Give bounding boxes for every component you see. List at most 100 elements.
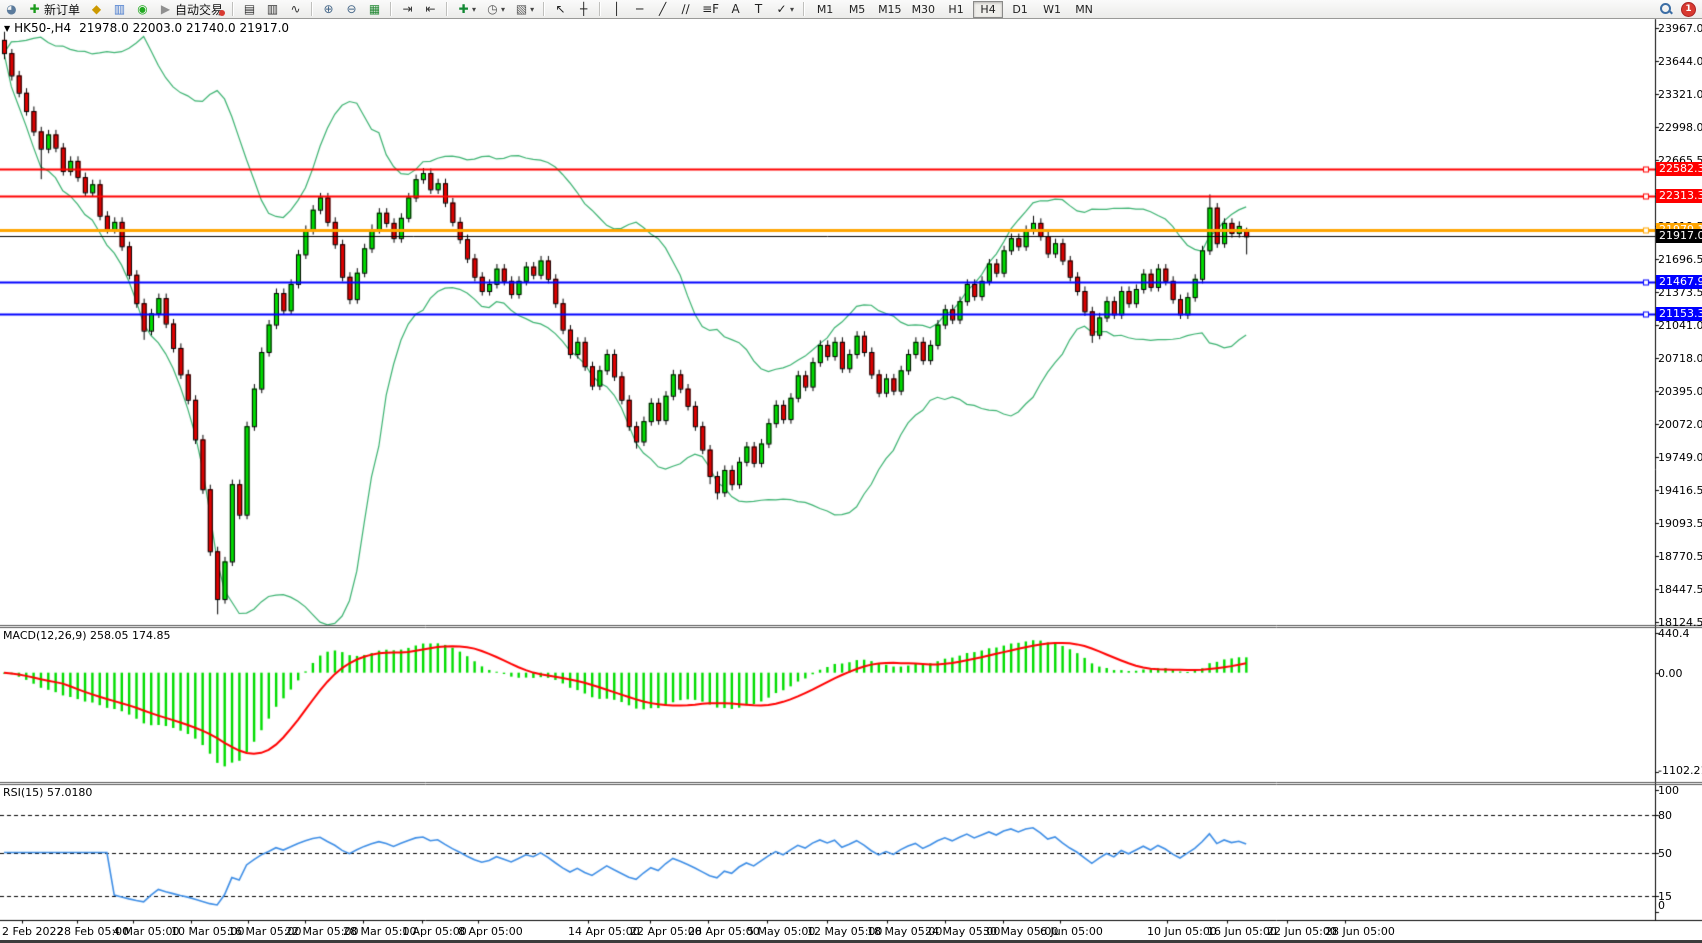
search-icon[interactable] <box>1659 2 1673 16</box>
time-tick: 16 Mar 05:00 <box>228 925 302 938</box>
price-tick: 18770.5 <box>1658 550 1702 563</box>
cursor-icon[interactable]: ↖ <box>550 0 571 18</box>
time-tick: 1 Apr 05:00 <box>402 925 467 938</box>
line-chart-icon[interactable]: ∿ <box>285 0 306 18</box>
chart-title: ▼ HK50-,H4 21978.0 22003.0 21740.0 21917.0 <box>4 21 289 35</box>
timeframe-d1[interactable]: D1 <box>1012 2 1028 16</box>
chevron-down-icon[interactable]: ▼ <box>4 24 11 33</box>
arrows-icon: ✓ <box>776 2 787 16</box>
fibonacci-icon: ≡F <box>702 2 720 16</box>
price-tick: 20718.0 <box>1658 352 1702 365</box>
text-icon[interactable]: A <box>725 0 746 18</box>
market-watch-icon[interactable]: ▥ <box>109 0 130 18</box>
label-icon[interactable]: T <box>748 0 769 18</box>
chart-shift-icon: ⇤ <box>425 2 436 16</box>
timeframe-m30[interactable]: M30 <box>911 2 936 16</box>
time-tick: 2 Feb 2022 <box>2 925 64 938</box>
price-tick: 23321.0 <box>1658 88 1702 101</box>
time-tick: 22 Apr 05:00 <box>630 925 702 938</box>
signal-icon: ◉ <box>137 2 148 16</box>
candlestick-chart-icon: ▥ <box>266 2 279 16</box>
timeframe-m1[interactable]: M1 <box>816 2 834 16</box>
arrows-icon[interactable]: ✓ ▾ <box>771 0 798 18</box>
toolbar-separator <box>543 2 546 16</box>
current-price-label: 21917.0 <box>1656 229 1702 244</box>
signal-icon[interactable]: ◉ <box>132 0 153 18</box>
price-tick: 19093.5 <box>1658 517 1702 530</box>
price-tick: 19749.0 <box>1658 451 1702 464</box>
status-dot <box>219 10 226 16</box>
template-button: ▧ <box>515 2 528 16</box>
zoom-out-icon[interactable]: ⊖ <box>341 0 362 18</box>
bar-chart-icon[interactable]: ▤ <box>239 0 260 18</box>
autotrading-button[interactable]: ▶ 自动交易 <box>155 0 227 18</box>
channel-icon: ∕∕ <box>681 2 690 16</box>
price-tick: 18124.5 <box>1658 616 1702 629</box>
window-bottom-edge <box>0 940 1702 943</box>
toolbar-separator <box>311 2 314 16</box>
add-indicator-button[interactable]: ✚ ▾ <box>453 0 480 18</box>
time-tick: 18 May 05:00 <box>867 925 943 938</box>
logo-icon[interactable]: ◕ <box>1 0 22 18</box>
cursor-icon: ↖ <box>555 2 566 16</box>
time-tick: 22 Mar 05:00 <box>285 925 359 938</box>
chart-canvas[interactable] <box>0 18 1702 943</box>
timeframe-h4[interactable]: H4 <box>973 0 1004 18</box>
zoom-in-icon[interactable]: ⊕ <box>318 0 339 18</box>
hline-price-label: 21153.3 <box>1656 307 1702 322</box>
label-icon: T <box>754 2 763 16</box>
vline-icon[interactable]: │ <box>606 0 627 18</box>
template-button[interactable]: ▧ ▾ <box>511 0 538 18</box>
time-tick: 16 Jun 05:00 <box>1207 925 1277 938</box>
notification-icon[interactable]: 1 <box>1681 1 1696 17</box>
fibonacci-icon[interactable]: ≡F <box>698 0 723 18</box>
time-tick: 28 Mar 05:00 <box>343 925 417 938</box>
toolbar-separator <box>232 2 235 16</box>
time-tick: 12 May 05:00 <box>807 925 883 938</box>
hline-icon[interactable]: ─ <box>629 0 650 18</box>
rsi-tick: 0 <box>1658 899 1665 912</box>
time-tick: 4 Mar 05:00 <box>113 925 180 938</box>
market-watch-icon: ▥ <box>113 2 126 16</box>
toolbar-separator <box>446 2 449 16</box>
zoom-out-icon: ⊖ <box>346 2 357 16</box>
new-order-button: ✚ <box>29 2 40 16</box>
chart-shift-icon[interactable]: ⇤ <box>420 0 441 18</box>
new-order-button[interactable]: ✚ 新订单 <box>24 0 84 18</box>
macd-tick: -1102.21 <box>1658 763 1702 777</box>
trendline-icon[interactable]: ╱ <box>652 0 673 18</box>
rsi-indicator-label: RSI(15) 57.0180 <box>3 786 93 799</box>
toolbar: ◕ ✚ 新订单 ◆ ▥ ◉ ▶ 自动交易 ▤ ▥ ∿ ⊕ ⊖ ▦ ⇥ ⇤ ✚ ▾ ◷ ▾ ▧ ▾ ↖ ┼ │ ─ ╱ ∕∕ ≡F A T ✓ ▾… <box>0 0 1702 19</box>
channel-icon[interactable]: ∕∕ <box>675 0 696 18</box>
symbol-period-label: HK50-,H4 <box>14 21 72 35</box>
time-tick: 10 Jun 05:00 <box>1147 925 1217 938</box>
timeframe-m5[interactable]: M5 <box>848 2 866 16</box>
timeframe-w1[interactable]: W1 <box>1043 2 1061 16</box>
time-tick: 24 May 05:00 <box>925 925 1001 938</box>
chart-window-icon: ◆ <box>91 2 102 16</box>
time-tick: 28 Feb 05:00 <box>57 925 130 938</box>
crosshair-icon[interactable]: ┼ <box>573 0 594 18</box>
candlestick-chart-icon[interactable]: ▥ <box>262 0 283 18</box>
chart-window-icon[interactable]: ◆ <box>86 0 107 18</box>
trendline-icon: ╱ <box>658 2 667 16</box>
price-tick: 21373.5 <box>1658 286 1702 299</box>
timeframe-mn[interactable]: MN <box>1075 2 1093 16</box>
timeframe-h1[interactable]: H1 <box>948 2 964 16</box>
time-tick: 8 Apr 05:00 <box>458 925 523 938</box>
add-indicator-button: ✚ <box>458 2 469 16</box>
time-tick: 28 Apr 05:00 <box>688 925 760 938</box>
price-tick: 23967.0 <box>1658 22 1702 35</box>
price-tick: 21696.5 <box>1658 253 1702 266</box>
new-order-button-label: 新订单 <box>44 2 81 17</box>
time-tick: 5 May 05:00 <box>747 925 816 938</box>
timeframe-m15[interactable]: M15 <box>878 2 902 16</box>
price-tick: 20395.0 <box>1658 385 1702 398</box>
time-tick: 28 Jun 05:00 <box>1325 925 1395 938</box>
period-menu-button[interactable]: ◷ ▾ <box>482 0 509 18</box>
tile-windows-icon[interactable]: ▦ <box>364 0 385 18</box>
dropdown-caret-icon: ▾ <box>472 4 477 14</box>
autoscroll-icon[interactable]: ⇥ <box>397 0 418 18</box>
toolbar-separator <box>390 2 393 16</box>
